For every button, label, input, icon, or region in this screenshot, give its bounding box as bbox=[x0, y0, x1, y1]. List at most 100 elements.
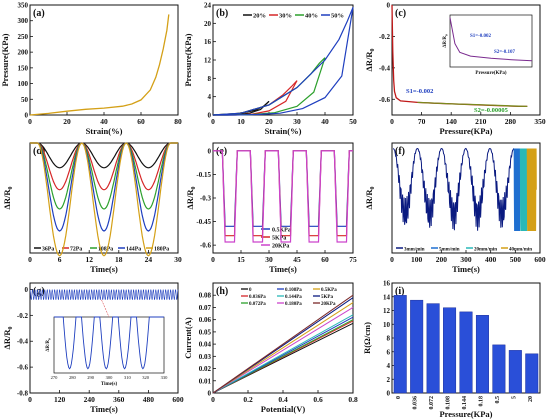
y-tick-label: -0.3 bbox=[200, 195, 212, 203]
legend-label: 5KPa bbox=[272, 236, 286, 242]
x-axis-label: Pressure(KPa) bbox=[439, 126, 492, 136]
legend-label: 50% bbox=[331, 13, 344, 20]
subscript: 0 bbox=[444, 34, 448, 36]
y-tick-label: 0 bbox=[25, 112, 29, 120]
iv-line-0.144Pa bbox=[212, 314, 354, 394]
cycle-line-180Pa bbox=[30, 142, 178, 257]
panel-c: (c) 0 70 140 210 280 350 -0.6 -0.4 -0.2 0 Pressure(… bbox=[364, 2, 546, 137]
y-tick-label: 250 bbox=[18, 33, 29, 41]
x-axis-label: Time(s) bbox=[269, 264, 297, 274]
panel-a: (a) 0 20 40 60 80 0 50 100 150 200 250 300 350 Strain(… bbox=[0, 2, 182, 137]
x-tick-label: 500 bbox=[510, 255, 522, 264]
bar bbox=[525, 353, 539, 394]
x-tick-label: 600 bbox=[172, 395, 184, 404]
x-tick-label: 0.4 bbox=[278, 395, 288, 404]
subscript: 0 bbox=[8, 187, 14, 190]
legend-label: 5KPa bbox=[321, 295, 333, 300]
x-axis-label: Potential(V) bbox=[261, 404, 306, 414]
category-label: 0 bbox=[396, 396, 402, 399]
x-tick-label: 120 bbox=[54, 395, 66, 404]
panel-i: (i) 0 2 4 6 8 10 12 14 16 Pressure(KPa) R(Ω/cm) 0 0.0… bbox=[362, 280, 541, 419]
panel-e: (e)0 15 30 45 60 75-0.6-0.45-0.3-0.150Time(s)… bbox=[185, 142, 357, 274]
inset-x-tick-label: 320 bbox=[142, 375, 150, 380]
x-tick-label: 0 bbox=[390, 255, 394, 264]
y-tick-label: 0.04 bbox=[199, 341, 212, 349]
category-label: 0.036 bbox=[413, 396, 419, 410]
panel-letter: (d) bbox=[33, 146, 45, 157]
x-tick-label: 10 bbox=[237, 117, 245, 126]
x-tick-label: 0.8 bbox=[348, 395, 358, 404]
legend-label: 30% bbox=[279, 13, 292, 20]
y-tick-label: 50 bbox=[21, 96, 29, 104]
bar bbox=[508, 350, 522, 394]
inset-annotation-1: S1=-0.002 bbox=[470, 34, 492, 39]
category-label: 0.18 bbox=[478, 396, 484, 407]
x-tick-label: 350 bbox=[534, 117, 546, 126]
cycle-line-3mm/min bbox=[392, 147, 515, 231]
x-tick-label: 200 bbox=[436, 255, 448, 264]
bar bbox=[426, 303, 440, 394]
cycle-line-5mm/min bbox=[513, 148, 521, 232]
x-axis-label: Strain(%) bbox=[265, 126, 302, 136]
category-label: 0.108 bbox=[446, 396, 452, 410]
subscript: 0 bbox=[8, 327, 14, 330]
x-tick-label: 30 bbox=[293, 117, 301, 126]
y-tick-label: -0.8 bbox=[17, 390, 29, 398]
plot-frame bbox=[391, 4, 541, 116]
legend-label: 0.144Pa bbox=[285, 295, 302, 300]
x-tick-label: 12 bbox=[85, 255, 93, 264]
x-tick-label: 45 bbox=[293, 255, 301, 264]
y-tick-label: 16 bbox=[383, 280, 391, 288]
y-tick-label: 0 bbox=[25, 286, 29, 294]
y-tick-label: -0.2 bbox=[379, 33, 391, 41]
y-tick-label: -0.4 bbox=[379, 64, 391, 72]
long-cycle-line bbox=[29, 289, 179, 300]
y-tick-label: -0.6 bbox=[17, 364, 29, 372]
y-tick-label: 20 bbox=[204, 20, 212, 28]
x-tick-label: 0 bbox=[211, 117, 215, 126]
y-axis-label: ΔR/R0 bbox=[364, 49, 376, 72]
x-tick-label: 15 bbox=[237, 255, 245, 264]
y-tick-label: 300 bbox=[18, 17, 29, 25]
subscript: 0 bbox=[191, 187, 197, 190]
x-tick-label: 0 bbox=[28, 395, 32, 404]
x-tick-label: 280 bbox=[505, 117, 517, 126]
x-tick-label: 70 bbox=[418, 117, 426, 126]
y-tick-label: 12 bbox=[383, 307, 391, 315]
x-tick-label: 80 bbox=[174, 117, 182, 126]
iv-line-0.5KPa bbox=[212, 302, 354, 394]
x-axis-label: Time(s) bbox=[90, 404, 118, 414]
cycle-line-0.5KPa bbox=[213, 150, 353, 227]
loading-curve-50% bbox=[212, 7, 354, 116]
panel-d: (d) 0 6 12 18 24 30 Time(s) ΔR/R0 36Pa 72Pa 108Pa 14… bbox=[2, 142, 182, 274]
subscript: 0 bbox=[370, 187, 376, 190]
inset-x-tick-label: 310 bbox=[124, 375, 132, 380]
y-axis-label: ΔR/R0 bbox=[364, 187, 376, 210]
x-tick-label: 18 bbox=[115, 255, 123, 264]
y-tick-label: 8 bbox=[208, 75, 212, 83]
bar bbox=[475, 315, 489, 394]
y-tick-label: -0.6 bbox=[379, 96, 391, 104]
panel-letter: (g) bbox=[33, 286, 45, 297]
x-tick-label: 240 bbox=[84, 395, 96, 404]
legend-label: 40mm/min bbox=[509, 248, 532, 253]
x-tick-label: 50 bbox=[349, 117, 357, 126]
legend-label: 3mm/min bbox=[404, 248, 425, 253]
y-tick-label: -0.6 bbox=[200, 242, 212, 250]
inset-x-tick-label: 290 bbox=[87, 375, 95, 380]
legend-label: 0.5KPa bbox=[321, 288, 337, 293]
legend-label: 0.072Pa bbox=[249, 302, 266, 307]
cycle-line-20mm/min bbox=[519, 148, 528, 232]
bar bbox=[410, 299, 424, 394]
slope-annotation-2: S2=-0.00005 bbox=[474, 107, 509, 114]
subscript: 0 bbox=[370, 49, 376, 52]
inset-annotation-2: S2=-0.107 bbox=[494, 50, 516, 55]
inset-y-label: ΔR/R0 bbox=[46, 338, 51, 352]
panel-letter: (a) bbox=[33, 8, 45, 19]
y-tick-label: 100 bbox=[18, 80, 29, 88]
legend-label: 20% bbox=[253, 13, 266, 20]
y-tick-label: 0 bbox=[208, 390, 212, 398]
plot-frame bbox=[29, 282, 179, 394]
x-tick-label: 400 bbox=[485, 255, 497, 264]
y-tick-label: 6 bbox=[387, 348, 391, 356]
